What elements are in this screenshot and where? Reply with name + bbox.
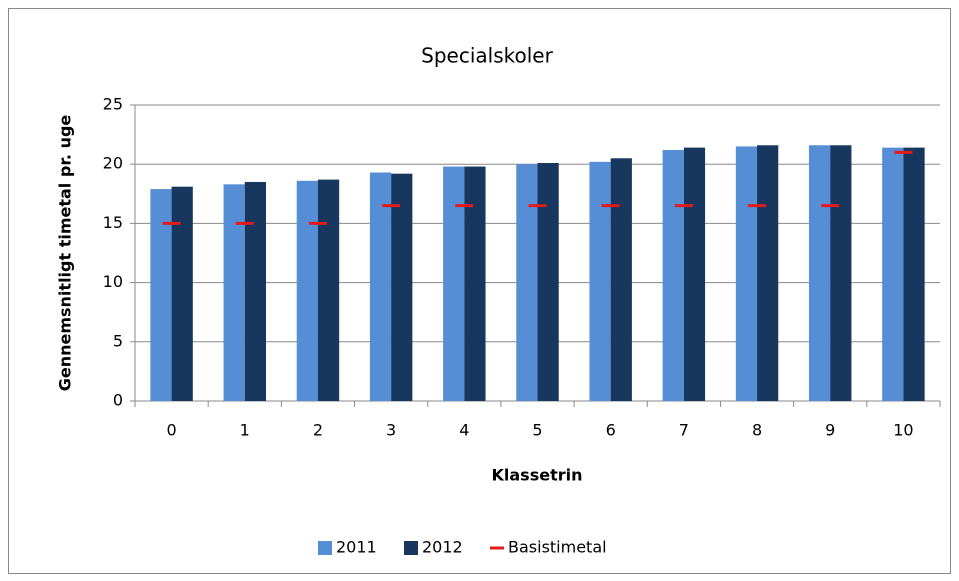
- x-axis-title: Klassetrin: [492, 466, 583, 485]
- y-tick-label: 15: [103, 213, 123, 232]
- x-tick-label: 7: [679, 421, 689, 440]
- bar: [369, 172, 392, 401]
- bar: [610, 158, 632, 401]
- x-tick-label: 0: [166, 421, 176, 440]
- bar: [150, 189, 172, 401]
- y-tick-label: 5: [113, 331, 123, 350]
- bar: [244, 181, 266, 401]
- y-axis-title: Gennemsnitligt timetal pr. uge: [56, 115, 75, 392]
- y-tick-label: 10: [103, 272, 123, 291]
- y-tick-label: 20: [103, 154, 123, 173]
- bar: [683, 147, 706, 401]
- x-tick-label: 6: [606, 421, 616, 440]
- bar: [296, 180, 318, 401]
- bar: [809, 145, 831, 401]
- bar: [223, 184, 245, 401]
- x-tick-label: 8: [752, 421, 762, 440]
- bar: [171, 186, 193, 401]
- bar: [757, 145, 779, 401]
- x-tick-label: 10: [893, 421, 913, 440]
- bar: [662, 149, 684, 401]
- y-tick-label: 25: [103, 95, 123, 114]
- x-tick-label: 9: [825, 421, 835, 440]
- bar: [735, 146, 758, 401]
- bar: [830, 145, 852, 401]
- y-tick-label: 0: [113, 391, 123, 410]
- bar: [443, 166, 465, 401]
- x-tick-label: 5: [532, 421, 542, 440]
- bar: [516, 164, 538, 401]
- legend-swatch: [404, 541, 418, 555]
- legend-label: 2012: [422, 538, 463, 557]
- bar: [903, 147, 925, 401]
- x-tick-label: 4: [459, 421, 469, 440]
- legend-swatch: [318, 541, 332, 555]
- bar: [589, 161, 611, 401]
- x-tick-label: 2: [313, 421, 323, 440]
- bar: [464, 166, 486, 401]
- bar: [882, 147, 904, 401]
- chart-title: Specialskoler: [421, 44, 553, 68]
- legend-label: 2011: [336, 538, 377, 557]
- x-tick-label: 1: [240, 421, 250, 440]
- bar: [537, 163, 559, 401]
- bar: [317, 179, 340, 401]
- legend-label: Basistimetal: [508, 538, 607, 557]
- bar: [391, 173, 413, 401]
- x-tick-label: 3: [386, 421, 396, 440]
